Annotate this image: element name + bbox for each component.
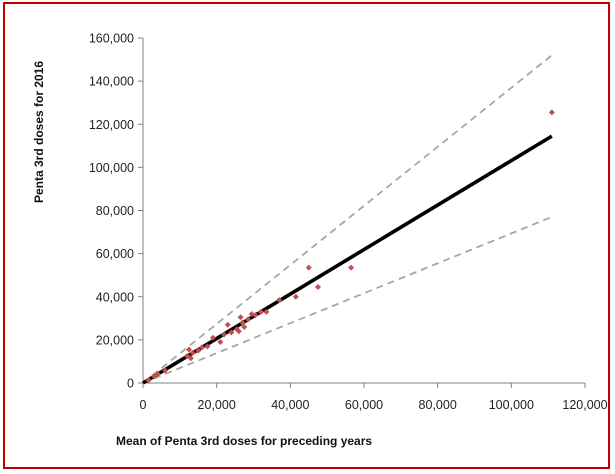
data-point bbox=[239, 319, 246, 326]
data-point bbox=[209, 334, 216, 341]
reference-lines bbox=[142, 54, 553, 385]
data-point bbox=[195, 347, 202, 354]
data-point bbox=[252, 312, 259, 319]
data-point bbox=[187, 355, 194, 362]
data-point bbox=[204, 343, 211, 350]
x-tick-labels: 0 20,000 40,000 60,000 80,000 100,000 120,000 bbox=[140, 398, 608, 412]
x-tick-label: 80,000 bbox=[419, 398, 457, 412]
x-tick-label: 100,000 bbox=[489, 398, 534, 412]
data-point bbox=[548, 109, 555, 116]
fit-line bbox=[142, 134, 553, 385]
x-tick-label: 60,000 bbox=[345, 398, 383, 412]
y-tick-label: 40,000 bbox=[96, 290, 134, 304]
y-tick-label: 140,000 bbox=[89, 75, 134, 89]
data-point bbox=[276, 296, 283, 303]
data-point bbox=[154, 370, 161, 377]
x-tick-label: 20,000 bbox=[198, 398, 236, 412]
y-tick-label: 80,000 bbox=[96, 204, 134, 218]
y-tick-label: 60,000 bbox=[96, 247, 134, 261]
data-point bbox=[186, 346, 193, 353]
y-tick-label: 120,000 bbox=[89, 118, 134, 132]
data-point bbox=[257, 308, 264, 315]
data-point bbox=[314, 284, 321, 291]
y-axis-title: Penta 3rd doses for 2016 bbox=[32, 61, 46, 203]
data-point bbox=[198, 344, 205, 351]
data-point bbox=[228, 329, 235, 336]
x-tick-label: 120,000 bbox=[562, 398, 607, 412]
data-point bbox=[237, 314, 244, 321]
y-tick-label: 160,000 bbox=[89, 32, 134, 46]
data-point bbox=[244, 316, 251, 323]
x-tick-label: 0 bbox=[140, 398, 147, 412]
data-point bbox=[348, 264, 355, 271]
data-point bbox=[292, 293, 299, 300]
data-point bbox=[305, 264, 312, 271]
y-tick-labels: 0 20,000 40,000 60,000 80,000 100,000 120,000 1… bbox=[89, 32, 134, 391]
data-point bbox=[263, 308, 270, 315]
data-point bbox=[189, 349, 196, 356]
y-tick-label: 20,000 bbox=[96, 333, 134, 347]
chart-frame bbox=[3, 2, 610, 469]
data-point bbox=[221, 331, 228, 338]
x-axis-title: Mean of Penta 3rd doses for preceding ye… bbox=[116, 434, 372, 448]
data-points bbox=[145, 109, 555, 384]
axes bbox=[138, 37, 586, 388]
y-tick-label: 0 bbox=[127, 377, 134, 391]
data-point bbox=[217, 339, 224, 346]
data-point bbox=[224, 321, 231, 328]
data-point bbox=[235, 328, 242, 335]
data-point bbox=[145, 377, 152, 384]
data-point bbox=[241, 323, 248, 330]
y-tick-label: 100,000 bbox=[89, 161, 134, 175]
upper-bound-line bbox=[142, 54, 553, 384]
x-tick-label: 40,000 bbox=[271, 398, 309, 412]
data-point bbox=[162, 367, 169, 374]
lower-bound-line bbox=[142, 216, 553, 384]
